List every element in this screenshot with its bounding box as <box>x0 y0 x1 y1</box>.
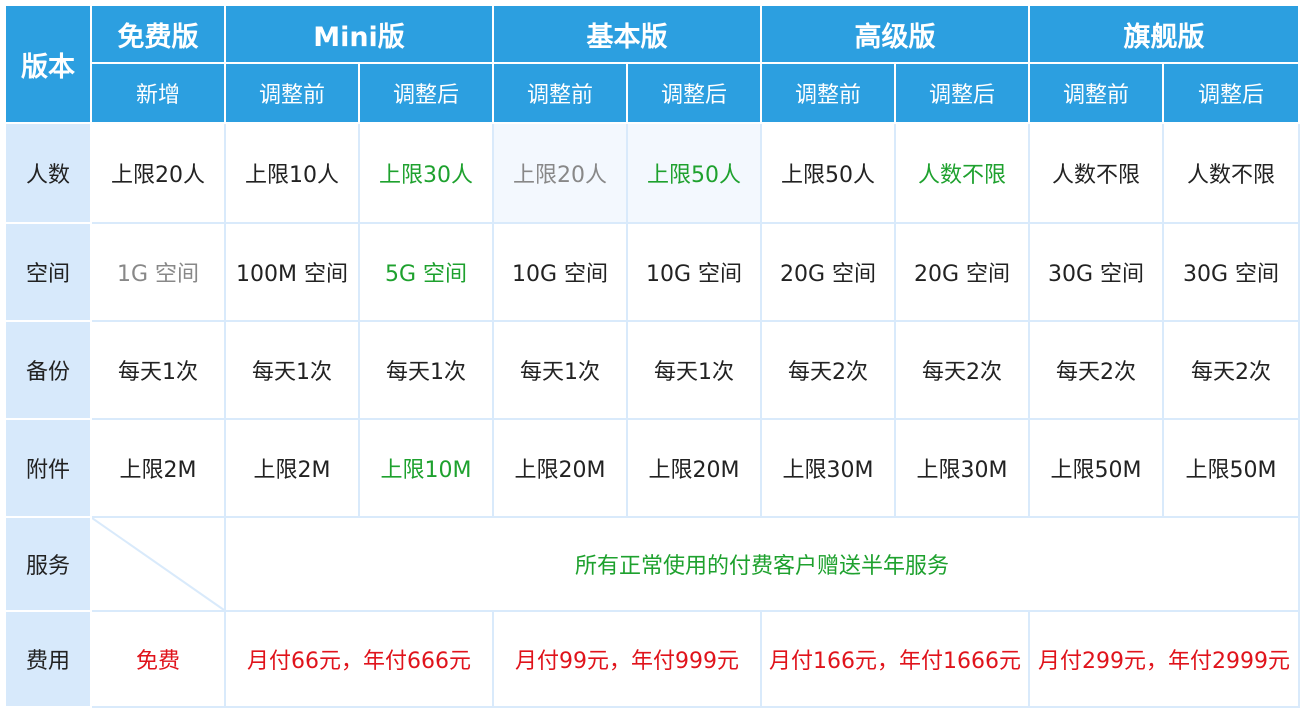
table-cell: 30G 空间 <box>1030 224 1165 322</box>
table-cell: 上限50M <box>1164 420 1301 518</box>
header-row-editions: 版本 免费版 Mini版 基本版 高级版 旗舰版 <box>6 6 1301 124</box>
row-service: 服务 所有正常使用的付费客户赠送半年服务 <box>6 518 1301 612</box>
edition-mini: Mini版 <box>226 6 495 64</box>
table-cell: 人数不限 <box>1164 124 1301 224</box>
row-storage: 空间 1G 空间 100M 空间 5G 空间 10G 空间 10G 空间 20G… <box>6 224 1301 322</box>
sub-header: 调整后 <box>628 64 763 124</box>
row-label-storage: 空间 <box>6 224 92 322</box>
sub-header: 调整前 <box>226 64 360 124</box>
table-cell: 上限20M <box>628 420 763 518</box>
row-label-attachment: 附件 <box>6 420 92 518</box>
table-cell: 5G 空间 <box>360 224 495 322</box>
table-cell: 上限30人 <box>360 124 495 224</box>
table-cell: 每天1次 <box>226 322 360 420</box>
row-backup: 备份 每天1次 每天1次 每天1次 每天1次 每天1次 每天2次 每天2次 每天… <box>6 322 1301 420</box>
row-attachment: 附件 上限2M 上限2M 上限10M 上限20M 上限20M 上限30M 上限3… <box>6 420 1301 518</box>
table-cell: 10G 空间 <box>628 224 763 322</box>
sub-header: 调整后 <box>1164 64 1301 124</box>
table-cell: 每天1次 <box>494 322 629 420</box>
sub-header: 调整前 <box>494 64 629 124</box>
edition-comparison-table: 版本 免费版 Mini版 基本版 高级版 旗舰版 新增 调整前 调整后 调整前 … <box>6 6 1301 708</box>
table-cell: 每天2次 <box>762 322 897 420</box>
table-cell: 100M 空间 <box>226 224 360 322</box>
table-cell: 每天1次 <box>628 322 763 420</box>
table-cell: 上限20人 <box>494 124 629 224</box>
sub-header: 调整前 <box>1030 64 1165 124</box>
corner-header: 版本 <box>6 6 92 124</box>
table-cell: 上限50人 <box>762 124 897 224</box>
header-row-sub: 新增 调整前 调整后 调整前 调整后 调整前 调整后 调整前 调整后 <box>6 64 1301 124</box>
table-cell: 每天1次 <box>92 322 226 420</box>
table-cell: 上限50人 <box>628 124 763 224</box>
row-users: 人数 上限20人 上限10人 上限30人 上限20人 上限50人 上限50人 人… <box>6 124 1301 224</box>
service-text: 所有正常使用的付费客户赠送半年服务 <box>226 518 1301 612</box>
table-cell: 1G 空间 <box>92 224 226 322</box>
fee-advanced: 月付166元，年付1666元 <box>762 612 1031 708</box>
table-cell: 人数不限 <box>1030 124 1165 224</box>
row-label-users: 人数 <box>6 124 92 224</box>
table-cell: 每天2次 <box>896 322 1031 420</box>
table-cell: 上限30M <box>762 420 897 518</box>
fee-flagship: 月付299元，年付2999元 <box>1030 612 1301 708</box>
table-cell: 每天1次 <box>360 322 495 420</box>
sub-header: 调整后 <box>360 64 495 124</box>
edition-flagship: 旗舰版 <box>1030 6 1301 64</box>
sub-header: 调整后 <box>896 64 1031 124</box>
row-label-service: 服务 <box>6 518 92 612</box>
table-cell: 上限20M <box>494 420 629 518</box>
table-cell: 上限2M <box>92 420 226 518</box>
fee-mini: 月付66元，年付666元 <box>226 612 495 708</box>
sub-header: 新增 <box>92 64 226 124</box>
row-label-fee: 费用 <box>6 612 92 708</box>
table-cell: 上限10M <box>360 420 495 518</box>
table-cell: 每天2次 <box>1164 322 1301 420</box>
table-cell: 上限50M <box>1030 420 1165 518</box>
table-cell: 人数不限 <box>896 124 1031 224</box>
table-cell: 上限30M <box>896 420 1031 518</box>
table-cell: 30G 空间 <box>1164 224 1301 322</box>
table-cell: 上限20人 <box>92 124 226 224</box>
fee-free: 免费 <box>92 612 226 708</box>
row-fee: 费用 免费 月付66元，年付666元 月付99元，年付999元 月付166元，年… <box>6 612 1301 708</box>
table-cell: 20G 空间 <box>896 224 1031 322</box>
table-cell: 20G 空间 <box>762 224 897 322</box>
fee-basic: 月付99元，年付999元 <box>494 612 763 708</box>
table-cell: 上限10人 <box>226 124 360 224</box>
edition-basic: 基本版 <box>494 6 763 64</box>
table-cell: 10G 空间 <box>494 224 629 322</box>
edition-advanced: 高级版 <box>762 6 1031 64</box>
row-label-backup: 备份 <box>6 322 92 420</box>
edition-free: 免费版 <box>92 6 226 64</box>
diagonal-line <box>92 518 225 611</box>
table-cell: 每天2次 <box>1030 322 1165 420</box>
empty-diagonal-cell <box>92 518 226 612</box>
sub-header: 调整前 <box>762 64 897 124</box>
table-cell: 上限2M <box>226 420 360 518</box>
